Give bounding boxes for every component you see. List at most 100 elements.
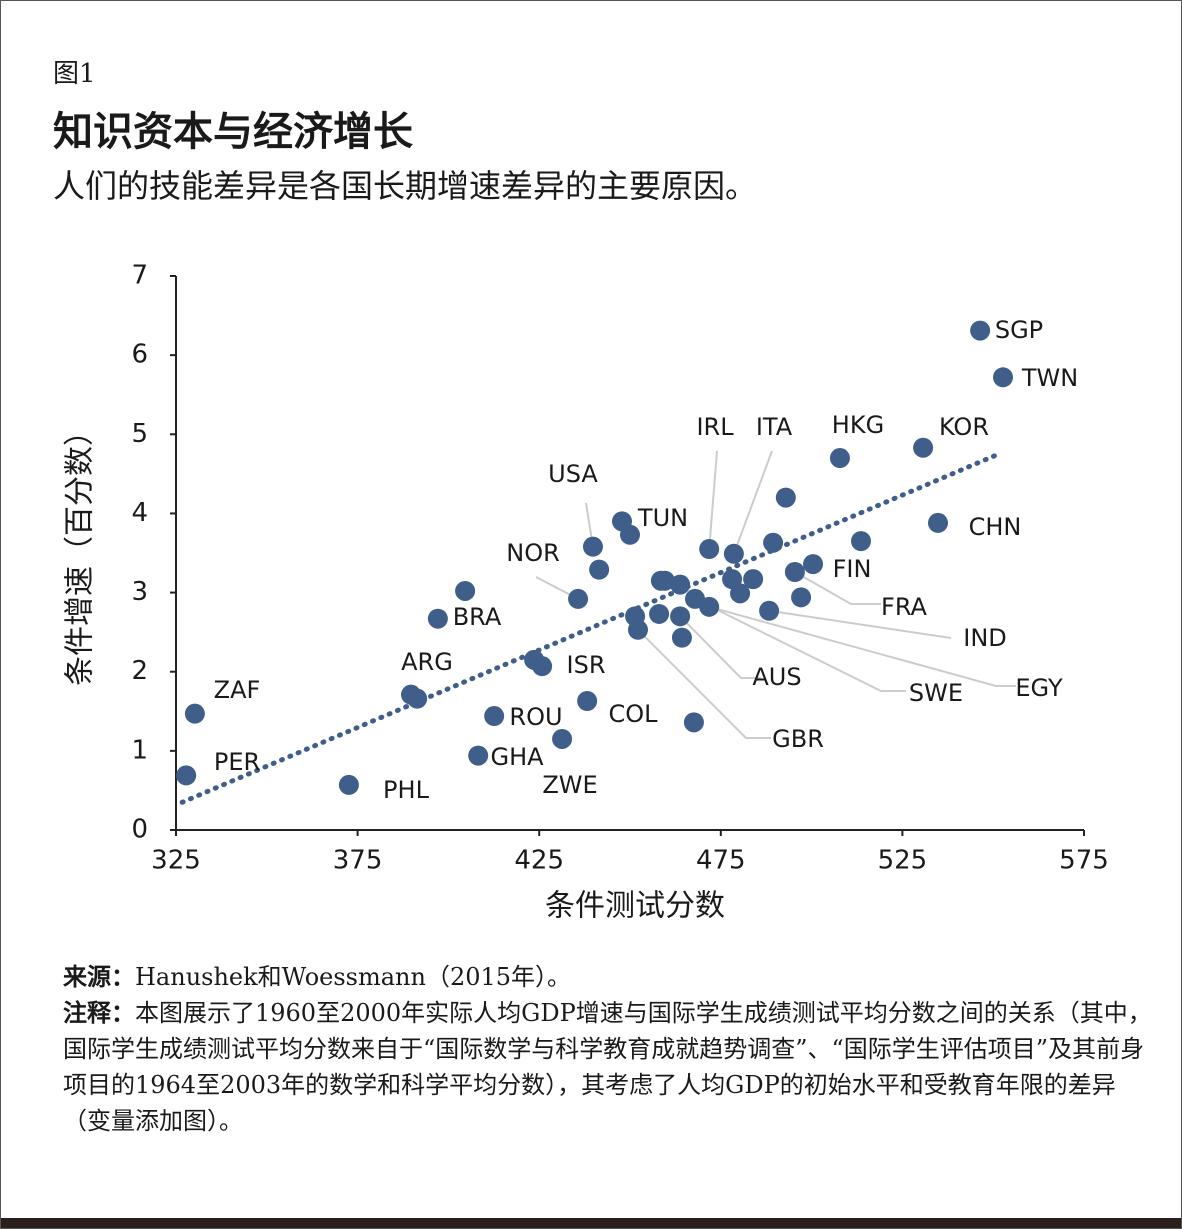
point bbox=[670, 574, 691, 595]
bottom-bar bbox=[1, 1218, 1181, 1228]
point bbox=[671, 627, 692, 648]
point-label: GBR bbox=[772, 725, 824, 753]
source-label: 来源： bbox=[63, 963, 135, 991]
note: 注释：本图展示了1960至2000年实际人均GDP增速与国际学生成绩测试平均分数… bbox=[63, 995, 1158, 1139]
x-axis-title: 条件测试分数 bbox=[545, 889, 725, 924]
point-label: GHA bbox=[490, 743, 544, 771]
y-tick-label: 7 bbox=[131, 261, 148, 291]
point-label: ROU bbox=[509, 703, 562, 731]
point bbox=[582, 536, 603, 557]
point-label: AUS bbox=[752, 663, 801, 691]
point bbox=[723, 543, 744, 564]
source-text: Hanushek和Woessmann（2015年）。 bbox=[135, 963, 572, 991]
point bbox=[829, 448, 850, 469]
trend-line bbox=[179, 450, 1003, 805]
point-label: NOR bbox=[506, 539, 560, 567]
chart: 条件测试分数 条件增速（百分数） 0 1 2 3 4 5 6 7 325 375 425 475 525… bbox=[63, 261, 1109, 924]
point bbox=[743, 569, 764, 590]
point bbox=[699, 596, 720, 617]
source: 来源：Hanushek和Woessmann（2015年）。 bbox=[63, 959, 1158, 995]
leader-line bbox=[637, 629, 771, 739]
y-tick-label: 2 bbox=[131, 656, 148, 686]
point-label: IND bbox=[963, 624, 1007, 652]
x-tick-label: 575 bbox=[1059, 846, 1109, 876]
point-label: SWE bbox=[909, 679, 963, 707]
leader-line bbox=[694, 598, 906, 692]
point bbox=[654, 570, 675, 591]
point bbox=[577, 690, 598, 711]
point-label: COL bbox=[608, 700, 658, 728]
point-label: USA bbox=[548, 460, 598, 488]
point-label: CHN bbox=[969, 513, 1022, 541]
point bbox=[775, 487, 796, 508]
y-tick-label: 0 bbox=[131, 815, 148, 845]
point-label: HKG bbox=[832, 411, 884, 439]
point-label: ARG bbox=[401, 648, 453, 676]
leader-line bbox=[708, 605, 1016, 687]
point bbox=[803, 554, 824, 575]
point bbox=[791, 587, 812, 608]
subtitle: 人们的技能差异是各国长期增速差异的主要原因。 bbox=[53, 167, 758, 205]
point-label: PHL bbox=[383, 776, 430, 804]
notes: 来源：Hanushek和Woessmann（2015年）。 注释：本图展示了19… bbox=[63, 959, 1158, 1139]
point bbox=[184, 703, 205, 724]
point bbox=[683, 712, 704, 733]
point-label: BRA bbox=[453, 603, 502, 631]
x-tick-label: 325 bbox=[151, 846, 201, 876]
note-label: 注释： bbox=[63, 999, 135, 1027]
point bbox=[670, 606, 691, 627]
point-label: SGP bbox=[995, 316, 1043, 344]
point-label: EGY bbox=[1015, 674, 1063, 702]
point-label: KOR bbox=[939, 413, 989, 441]
point-label: ZWE bbox=[542, 771, 597, 799]
point bbox=[427, 608, 448, 629]
point bbox=[620, 524, 640, 545]
x-tick-label: 525 bbox=[878, 846, 928, 876]
point bbox=[627, 619, 648, 640]
figure-label: 图1 bbox=[53, 59, 96, 89]
point bbox=[993, 367, 1014, 388]
x-tick-label: 375 bbox=[333, 846, 383, 876]
leader-line bbox=[679, 615, 761, 679]
point bbox=[850, 531, 871, 552]
y-axis-title: 条件增速（百分数） bbox=[63, 416, 98, 686]
point bbox=[589, 559, 610, 580]
point bbox=[532, 656, 553, 677]
point bbox=[913, 437, 934, 458]
point-label: FRA bbox=[881, 593, 928, 621]
y-tick-label: 5 bbox=[131, 419, 148, 449]
point bbox=[970, 320, 991, 341]
point-label: ZAF bbox=[214, 676, 261, 704]
point bbox=[763, 532, 784, 553]
point bbox=[649, 603, 670, 624]
point bbox=[730, 583, 751, 604]
point bbox=[552, 728, 573, 749]
point-label: ITA bbox=[756, 413, 793, 441]
title: 知识资本与经济增长 bbox=[53, 109, 413, 155]
point-label: ISR bbox=[567, 651, 606, 679]
point bbox=[468, 745, 489, 766]
x-tick-label: 475 bbox=[696, 846, 746, 876]
y-tick-label: 3 bbox=[131, 577, 148, 607]
point bbox=[927, 512, 948, 533]
point-label: IRL bbox=[696, 413, 734, 441]
point bbox=[176, 765, 197, 786]
point bbox=[455, 580, 476, 601]
leader-line bbox=[768, 609, 952, 639]
point bbox=[407, 688, 428, 709]
point-label: TUN bbox=[637, 504, 688, 532]
note-text: 本图展示了1960至2000年实际人均GDP增速与国际学生成绩测试平均分数之间的… bbox=[63, 999, 1152, 1135]
point-label: PER bbox=[214, 748, 260, 776]
y-tick-label: 6 bbox=[131, 340, 148, 370]
leader-line bbox=[708, 450, 718, 550]
y-tick-label: 4 bbox=[131, 498, 148, 528]
leader-line bbox=[794, 571, 881, 605]
leader-line bbox=[732, 450, 773, 555]
point-label: TWN bbox=[1021, 364, 1078, 392]
point bbox=[759, 600, 780, 621]
point bbox=[338, 774, 359, 795]
x-tick-label: 425 bbox=[514, 846, 564, 876]
point bbox=[784, 561, 805, 582]
point-label: FIN bbox=[833, 555, 872, 583]
